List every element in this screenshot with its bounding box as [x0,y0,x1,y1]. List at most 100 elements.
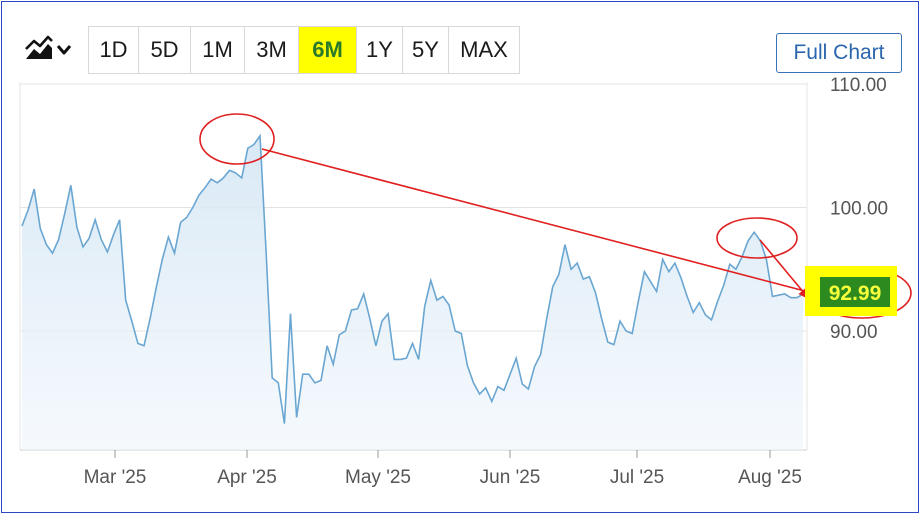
data-point [52,252,54,254]
data-point [314,382,316,384]
last-price-label: 92.99 [829,282,882,305]
data-point [576,262,578,264]
range-button-6m[interactable]: 6M [299,27,357,73]
data-point [131,320,133,322]
data-point [235,172,237,174]
data-point [595,292,597,294]
data-point [564,244,566,246]
data-point [607,341,609,343]
data-point [58,239,60,241]
last-price-tag: 92.99 [805,266,897,316]
data-point [40,228,42,230]
data-point [296,417,298,419]
data-point [485,387,487,389]
data-point [217,182,219,184]
data-point [668,271,670,273]
price-area [22,135,803,450]
range-button-5y[interactable]: 5Y [403,27,449,73]
data-point [192,207,194,209]
x-tick-label: Jun '25 [480,467,541,488]
data-point [21,225,23,227]
data-point [418,359,420,361]
data-point [509,373,511,375]
x-tick-label: Jul '25 [610,467,664,488]
data-point [558,273,560,275]
data-point [186,217,188,219]
y-axis-ticks: 110.00 100.00 90.00 [830,75,888,343]
data-point [729,264,731,266]
data-point [522,383,524,385]
y-tick-label: 100.00 [830,199,888,220]
data-point [125,299,127,301]
data-point [345,330,347,332]
area-chart-icon [25,35,53,59]
data-point [241,177,243,179]
range-button-3m[interactable]: 3M [245,27,299,73]
data-point [320,380,322,382]
data-point [271,377,273,379]
price-line [21,133,804,424]
data-point [766,259,768,261]
data-point [94,219,96,221]
data-point [442,296,444,298]
data-point [278,382,280,384]
data-point [436,299,438,301]
range-button-max[interactable]: MAX [460,37,508,62]
data-point [546,318,548,320]
data-point [387,313,389,315]
data-point [143,345,145,347]
data-point [717,301,719,303]
data-point [656,291,658,293]
data-point [76,227,78,229]
data-point [778,294,780,296]
data-point [467,365,469,367]
data-point [619,320,621,322]
data-point [381,320,383,322]
data-point [503,390,505,392]
data-point [662,259,664,261]
range-button-1d[interactable]: 1D [89,27,139,73]
y-tick-label: 90.00 [830,322,878,343]
data-point [247,147,249,149]
range-button-1m[interactable]: 1M [191,27,245,73]
data-point [790,297,792,299]
data-point [534,366,536,368]
chart-type-selector[interactable] [14,26,80,74]
data-point [223,177,225,179]
y-tick-label: 110.00 [830,75,887,96]
data-point [583,278,585,280]
data-point [46,244,48,246]
data-point [210,178,212,180]
data-point [107,251,109,253]
data-point [363,293,365,295]
data-point [88,238,90,240]
x-tick-label: Aug '25 [738,467,802,488]
data-point [772,296,774,298]
data-point [796,297,798,299]
data-point [680,277,682,279]
data-point [491,401,493,403]
range-button-1y[interactable]: 1Y [357,27,403,73]
data-point [692,312,694,314]
range-button-5d[interactable]: 5D [139,27,191,73]
data-point [400,359,402,361]
data-point [357,308,359,310]
data-point [290,313,292,315]
full-chart-button[interactable]: Full Chart [776,33,902,73]
data-point [430,280,432,282]
data-point [625,330,627,332]
data-point [369,318,371,320]
chart-toolbar: 1D 5D 1M 3M 6M 1Y 5Y MAX [14,26,520,74]
data-point [406,357,408,359]
price-tag-box [820,277,890,307]
data-point [101,239,103,241]
data-point [33,188,35,190]
data-point [638,301,640,303]
data-point [198,194,200,196]
data-point [674,262,676,264]
data-point [326,345,328,347]
data-point [308,373,310,375]
data-point [339,334,341,336]
data-point [82,246,84,248]
